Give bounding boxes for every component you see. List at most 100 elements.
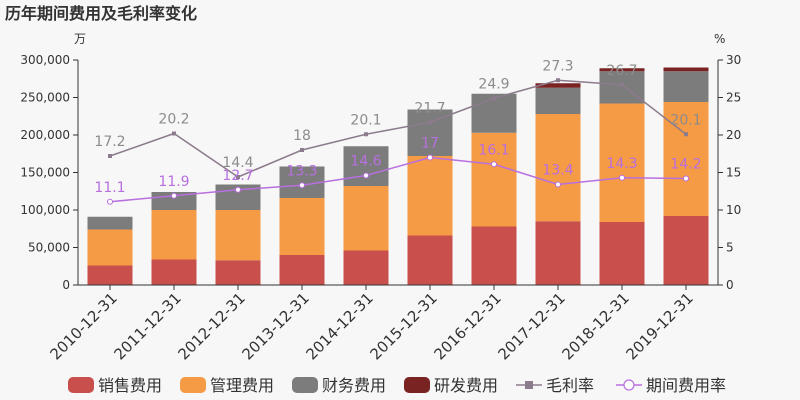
period-expense-point: [107, 198, 113, 205]
gross-margin-label: 18: [293, 128, 311, 144]
gross-margin-point: [108, 154, 112, 158]
bar-finance: [599, 71, 645, 104]
period-expense-label: 14.2: [670, 157, 701, 173]
gross-margin-point: [492, 96, 496, 101]
left-tick-label: 0: [62, 278, 70, 292]
gross-margin-label: 17.2: [94, 134, 125, 150]
legend: 销售费用 管理费用 财务费用 研发费用 毛利率 期间费用率: [68, 376, 726, 395]
gross-margin-label: 14.4: [222, 155, 253, 171]
gross-margin-label: 20.2: [158, 112, 189, 128]
bar-sales: [535, 221, 581, 285]
bar-admin: [279, 198, 325, 255]
x-tick-label: 2014-12-31: [302, 289, 376, 363]
left-tick-label: 200,000: [20, 128, 70, 142]
x-tick-label: 2016-12-31: [430, 289, 504, 363]
period-expense-label: 12.7: [222, 168, 253, 184]
bar-admin: [215, 210, 261, 261]
legend-finance-label: 财务费用: [322, 376, 386, 395]
period-expense-line: [109, 156, 687, 203]
x-tick-label: 2018-12-31: [558, 289, 632, 363]
right-tick-label: 25: [726, 91, 741, 105]
bar-sales: [407, 235, 453, 285]
period-expense-point: [363, 172, 369, 179]
x-tick-label: 2017-12-31: [494, 289, 568, 363]
period-expense-label: 11.9: [158, 174, 189, 190]
left-tick-label: 300,000: [20, 53, 70, 67]
gross-margin-point: [172, 131, 176, 136]
bar-finance: [663, 71, 709, 102]
legend-rd-label: 研发费用: [434, 376, 498, 395]
bar-sales: [663, 216, 709, 285]
period-expense-label: 17: [421, 136, 439, 152]
period-expense-label: 14.3: [606, 156, 637, 172]
gross-margin-label: 21.7: [414, 100, 445, 116]
right-tick-label: 10: [726, 203, 741, 217]
right-tick-label: 5: [726, 241, 734, 255]
bar-admin: [151, 210, 197, 260]
gross-margin-label: 20.1: [350, 112, 381, 128]
bar-finance: [87, 216, 133, 230]
bar-admin: [87, 229, 133, 266]
gross-margin-label: 26.7: [606, 63, 637, 79]
right-tick-label: 0: [726, 278, 734, 292]
left-tick-label: 50,000: [28, 241, 70, 255]
period-expense-point: [299, 182, 305, 189]
legend-admin-swatch: [180, 377, 206, 393]
gross-margin-point: [684, 132, 688, 137]
bar-admin: [343, 186, 389, 251]
bar-admin: [407, 156, 453, 236]
bar-admin: [663, 102, 709, 216]
bar-finance: [343, 146, 389, 186]
period-expense-point: [683, 175, 689, 182]
bar-sales: [215, 260, 261, 285]
legend-admin-label: 管理费用: [210, 376, 274, 395]
legend-sales-swatch: [68, 377, 94, 393]
period-expense-label: 16.1: [478, 142, 509, 158]
right-axis-unit: %: [714, 32, 725, 46]
gross-margin-point: [428, 120, 432, 125]
bar-admin: [535, 114, 581, 222]
period-expense-label: 14.6: [350, 154, 381, 170]
period-expense-label: 13.3: [286, 163, 317, 179]
bar-sales: [471, 226, 517, 285]
lines-group: 17.2 20.2 14.4 18 20.1 21.7 24.9 27.3 26.7 20.1 11…: [94, 58, 702, 205]
right-tick-label: 15: [726, 166, 741, 180]
x-tick-label: 2013-12-31: [238, 289, 312, 363]
x-tick-label: 2011-12-31: [110, 289, 184, 363]
gross-margin-label: 27.3: [542, 58, 573, 74]
gross-margin-point: [620, 82, 624, 87]
x-tick-label: 2015-12-31: [366, 289, 440, 363]
gross-margin-point: [300, 148, 304, 152]
legend-period-expense-swatch-marker: [623, 379, 635, 391]
bar-sales: [279, 255, 325, 285]
bar-rd: [663, 67, 709, 72]
period-expense-label: 13.4: [542, 163, 573, 179]
period-expense-point: [555, 181, 561, 188]
period-expense-label: 11.1: [94, 180, 125, 196]
gross-margin-point: [364, 132, 368, 137]
bar-sales: [343, 250, 389, 285]
bar-rd: [535, 83, 581, 88]
bar-sales: [151, 259, 197, 285]
bar-finance: [535, 87, 581, 114]
gross-margin-point: [556, 78, 560, 83]
left-tick-label: 150,000: [20, 166, 70, 180]
bar-admin: [599, 103, 645, 222]
gross-margin-label: 24.9: [478, 76, 509, 92]
period-expense-point: [171, 192, 177, 199]
gross-margin-label: 20.1: [670, 112, 701, 128]
bars-group: [87, 67, 709, 285]
legend-gross-margin-swatch-marker: [525, 381, 533, 389]
period-expense-point: [491, 161, 497, 168]
x-tick-label: 2010-12-31: [46, 289, 120, 363]
left-tick-label: 100,000: [20, 203, 70, 217]
legend-sales-label: 销售费用: [98, 376, 162, 395]
legend-gross-margin-label: 毛利率: [546, 376, 594, 395]
gross-margin-point: [236, 175, 240, 179]
legend-period-expense-label: 期间费用率: [646, 376, 726, 395]
bar-sales: [599, 222, 645, 285]
left-axis-unit: 万: [74, 32, 86, 46]
period-expense-point: [235, 186, 241, 193]
right-tick-label: 20: [726, 128, 741, 142]
